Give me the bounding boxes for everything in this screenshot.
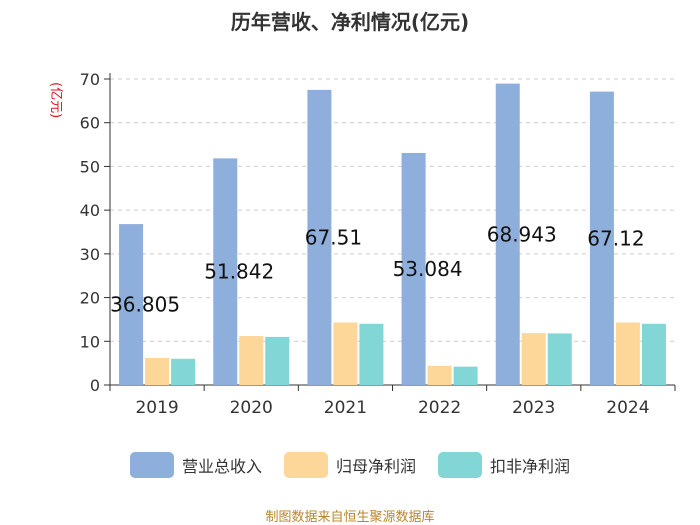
- bar-net-profit-2024: [615, 322, 640, 385]
- x-tick-label-2021: 2021: [324, 398, 367, 418]
- legend-label-deducted-profit: 扣非净利润: [490, 457, 571, 476]
- bar-deducted-profit-2022: [453, 366, 478, 385]
- y-tick-label-30: 30: [80, 245, 100, 264]
- x-tick-label-2022: 2022: [418, 398, 461, 418]
- bar-net-profit-2023: [521, 332, 546, 385]
- x-tick-label-2020: 2020: [230, 398, 273, 418]
- y-tick-label-0: 0: [90, 376, 100, 395]
- y-axis-label: (亿元): [48, 82, 63, 118]
- legend-label-net-profit: 归母净利润: [335, 457, 416, 476]
- bar-deducted-profit-2021: [359, 323, 384, 385]
- data-label-revenue-2020: 51.842: [204, 260, 274, 284]
- legend-swatch-deducted-profit: [438, 452, 482, 478]
- legend-swatch-revenue: [129, 452, 174, 478]
- y-tick-label-20: 20: [80, 289, 100, 308]
- data-label-revenue-2024: 67.12: [587, 226, 644, 250]
- y-tick-label-50: 50: [80, 157, 100, 176]
- bar-deducted-profit-2020: [265, 336, 290, 385]
- x-tick-label-2024: 2024: [606, 398, 649, 418]
- data-label-revenue-2022: 53.084: [393, 257, 463, 281]
- bar-revenue-2021: [307, 89, 332, 385]
- x-tick-label-2019: 2019: [135, 398, 178, 418]
- bar-net-profit-2019: [145, 357, 170, 385]
- bar-deducted-profit-2019: [171, 358, 196, 385]
- y-tick-label-40: 40: [80, 201, 100, 220]
- data-label-revenue-2023: 68.943: [487, 222, 557, 246]
- bar-revenue-2022: [401, 152, 426, 385]
- data-label-revenue-2021: 67.51: [305, 225, 362, 249]
- x-tick-label-2023: 2023: [512, 398, 555, 418]
- legend: 营业总收入 归母净利润 扣非净利润: [0, 452, 700, 478]
- legend-swatch-net-profit: [283, 452, 328, 478]
- bar-revenue-2019: [119, 224, 144, 385]
- legend-item-deducted-profit[interactable]: 扣非净利润: [438, 452, 570, 478]
- chart-title: 历年营收、净利情况(亿元): [230, 10, 470, 34]
- bar-net-profit-2021: [333, 322, 358, 385]
- y-tick-label-70: 70: [80, 70, 100, 89]
- y-tick-label-60: 60: [80, 114, 100, 133]
- legend-item-revenue[interactable]: 营业总收入: [129, 452, 262, 478]
- bar-revenue-2020: [213, 158, 238, 385]
- y-tick-label-10: 10: [80, 332, 100, 351]
- source-note: 制图数据来自恒生聚源数据库: [265, 510, 435, 525]
- legend-item-net-profit[interactable]: 归母净利润: [283, 452, 416, 478]
- bar-revenue-2024: [589, 91, 614, 385]
- legend-label-revenue: 营业总收入: [181, 457, 262, 476]
- bar-net-profit-2020: [239, 336, 264, 385]
- bar-revenue-2023: [495, 83, 520, 385]
- bar-deducted-profit-2023: [547, 333, 572, 385]
- bar-deducted-profit-2024: [641, 323, 666, 385]
- data-label-revenue-2019: 36.805: [110, 293, 180, 317]
- bar-net-profit-2022: [427, 365, 452, 385]
